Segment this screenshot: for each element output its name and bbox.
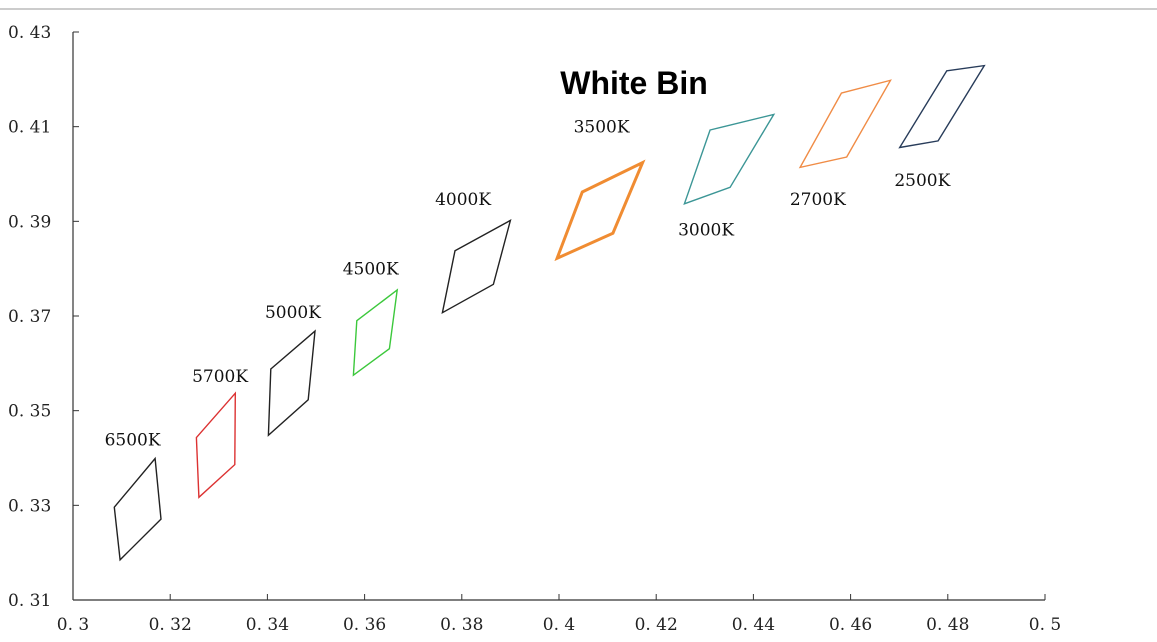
x-tick-label: 0. 48: [926, 615, 969, 635]
bin-3000k: [683, 113, 776, 205]
bin-2500k: [898, 64, 986, 149]
bin-5000k: [267, 329, 316, 437]
y-tick-label: 0. 41: [8, 118, 51, 138]
x-tick-label: 0. 42: [635, 615, 678, 635]
y-tick-label: 0. 35: [8, 402, 51, 422]
bin-label-3000k: 3000K: [678, 221, 734, 241]
bin-label-6500k: 6500K: [105, 431, 161, 451]
y-tick-label: 0. 37: [8, 307, 51, 327]
y-tick-label: 0. 31: [8, 591, 51, 611]
x-tick-label: 0. 38: [440, 615, 483, 635]
x-tick-label: 0. 44: [732, 615, 775, 635]
x-tick-label: 0. 34: [246, 615, 289, 635]
bin-label-2700k: 2700K: [790, 190, 846, 210]
bin-5700k: [195, 391, 237, 499]
axes: 0. 3 0. 32 0. 34 0. 36 0. 38 0. 4 0. 42 0. 44 0.…: [8, 23, 1061, 635]
bin-label-5700k: 5700K: [192, 367, 248, 387]
x-tick-label: 0. 32: [149, 615, 192, 635]
y-tick-label: 0. 43: [8, 23, 51, 43]
x-tick-label: 0. 5: [1029, 615, 1061, 635]
bin-label-2500k: 2500K: [894, 171, 950, 191]
bin-2700k: [798, 79, 892, 169]
bin-label-3500k: 3500K: [574, 117, 630, 137]
y-tick-label: 0. 39: [8, 212, 51, 232]
y-tick-label: 0. 33: [8, 496, 51, 516]
bin-label-4000k: 4000K: [435, 190, 491, 210]
x-tick-label: 0. 3: [57, 615, 89, 635]
bin-labels-group: 6500K 5700K 5000K 4500K 4000K 3500K 3000K 2700K…: [105, 117, 951, 450]
bin-3500k: [554, 159, 646, 262]
bin-4000k: [441, 219, 512, 315]
bin-label-5000k: 5000K: [265, 303, 321, 323]
x-tick-label: 0. 4: [543, 615, 575, 635]
x-tick-label: 0. 36: [343, 615, 386, 635]
bins-group: [113, 64, 986, 562]
x-tick-label: 0. 46: [829, 615, 872, 635]
bin-4500k: [352, 288, 399, 377]
chart-title: White Bin: [560, 65, 708, 101]
bin-6500k: [113, 456, 162, 562]
bin-label-4500k: 4500K: [343, 259, 399, 279]
